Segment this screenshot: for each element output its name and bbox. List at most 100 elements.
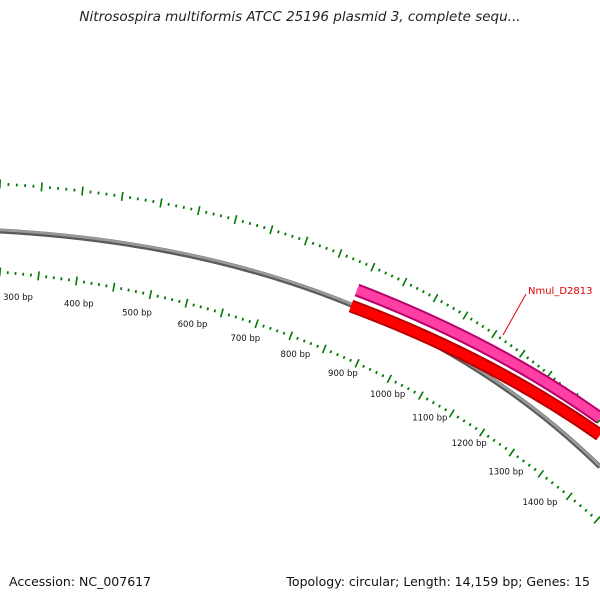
inner-minor-tick xyxy=(527,463,531,467)
inner-minor-tick xyxy=(444,408,448,412)
outer-major-tick xyxy=(337,249,343,258)
inner-major-tick xyxy=(219,308,224,318)
gene-arc-reverse[interactable] xyxy=(349,301,600,439)
inner-minor-tick xyxy=(336,352,339,357)
outer-minor-tick xyxy=(190,207,193,211)
inner-minor-tick xyxy=(431,400,435,405)
outer-minor-tick xyxy=(248,221,252,226)
inner-minor-tick xyxy=(234,315,238,319)
outer-minor-tick xyxy=(291,234,294,238)
outer-minor-tick xyxy=(311,241,315,246)
inner-minor-tick xyxy=(474,426,478,431)
inner-minor-tick xyxy=(170,298,174,302)
outer-minor-tick xyxy=(284,232,287,236)
inner-minor-tick xyxy=(492,438,496,442)
ruler-label: 1300 bp xyxy=(488,467,523,477)
inner-minor-tick xyxy=(533,467,537,472)
outer-minor-tick xyxy=(345,254,349,258)
accession-label: Accession: NC_007617 xyxy=(9,574,152,589)
gene-label-Nmul_D2813[interactable]: Nmul_D2813 xyxy=(528,286,593,297)
inner-minor-tick xyxy=(329,350,333,354)
ruler-label: 900 bp xyxy=(328,369,358,379)
inner-tick-ring xyxy=(0,267,600,524)
inner-minor-tick xyxy=(468,422,472,427)
gene-arc-Nmul_D2813[interactable] xyxy=(355,285,600,422)
backbone-shadow xyxy=(0,228,600,469)
inner-minor-tick xyxy=(262,324,265,328)
inner-minor-tick xyxy=(400,383,404,388)
inner-minor-tick xyxy=(544,476,549,480)
outer-minor-tick xyxy=(536,364,541,368)
inner-minor-tick xyxy=(213,309,217,313)
inner-minor-tick xyxy=(550,481,554,485)
outer-major-tick xyxy=(596,418,600,424)
ruler-label: 700 bp xyxy=(230,334,260,344)
inner-major-tick xyxy=(448,409,455,418)
inner-minor-tick xyxy=(316,344,319,348)
inner-major-tick xyxy=(321,344,327,354)
ruler-label: 1000 bp xyxy=(370,390,405,400)
inner-major-tick xyxy=(75,276,78,286)
inner-minor-tick xyxy=(584,508,588,513)
outer-minor-tick xyxy=(351,257,355,261)
outer-minor-tick xyxy=(498,336,502,340)
inner-minor-tick xyxy=(578,504,583,508)
inner-minor-tick xyxy=(142,291,145,295)
inner-minor-tick xyxy=(134,289,138,294)
inner-minor-tick xyxy=(302,339,306,343)
outer-minor-tick xyxy=(182,205,185,209)
outer-minor-tick xyxy=(205,210,208,214)
inner-minor-tick xyxy=(498,442,502,447)
inner-major-tick xyxy=(508,448,516,457)
outer-minor-tick xyxy=(364,262,368,267)
inner-minor-tick xyxy=(349,358,352,363)
inner-major-tick xyxy=(184,298,189,308)
inner-minor-tick xyxy=(120,287,123,291)
outer-minor-tick xyxy=(475,321,479,325)
outer-major-tick xyxy=(159,198,163,208)
inner-minor-tick xyxy=(282,331,286,335)
outer-minor-tick xyxy=(212,212,215,216)
inner-minor-tick xyxy=(425,397,429,401)
ruler-label: 1400 bp xyxy=(522,498,557,508)
ruler-label: 600 bp xyxy=(178,320,208,330)
outer-major-tick xyxy=(233,214,238,225)
outer-minor-tick xyxy=(227,216,230,220)
inner-minor-tick xyxy=(504,446,508,451)
outer-major-tick xyxy=(518,349,526,358)
inner-minor-tick xyxy=(438,404,442,408)
outer-major-tick xyxy=(197,206,201,216)
outer-minor-tick xyxy=(440,299,444,304)
inner-major-tick xyxy=(288,331,294,341)
inner-major-tick xyxy=(537,469,545,478)
outer-minor-tick xyxy=(487,328,491,332)
outer-minor-tick xyxy=(531,360,535,364)
outer-minor-tick xyxy=(167,202,170,206)
ruler-label: 1200 bp xyxy=(452,439,487,449)
inner-minor-tick xyxy=(381,374,385,378)
inner-minor-tick xyxy=(394,380,398,384)
ruler-label: 500 bp xyxy=(122,309,152,319)
outer-major-tick xyxy=(81,186,84,196)
inner-major-tick xyxy=(418,391,424,400)
inner-minor-tick xyxy=(127,288,130,292)
inner-minor-tick xyxy=(462,419,466,423)
outer-minor-tick xyxy=(358,259,362,264)
inner-minor-tick xyxy=(521,459,526,463)
outer-minor-tick xyxy=(515,348,519,352)
outer-minor-tick xyxy=(396,277,400,281)
outer-minor-tick xyxy=(241,219,245,224)
inner-minor-tick xyxy=(562,490,566,494)
inner-minor-tick xyxy=(556,485,560,489)
outer-minor-tick xyxy=(175,204,178,208)
inner-minor-tick xyxy=(241,317,245,321)
inner-minor-tick xyxy=(309,341,313,346)
ruler-label: 400 bp xyxy=(64,300,94,310)
inner-minor-tick xyxy=(375,370,378,375)
outer-minor-tick xyxy=(504,340,508,344)
inner-minor-tick xyxy=(248,319,252,324)
inner-major-tick xyxy=(112,282,116,292)
outer-major-tick xyxy=(120,191,124,201)
